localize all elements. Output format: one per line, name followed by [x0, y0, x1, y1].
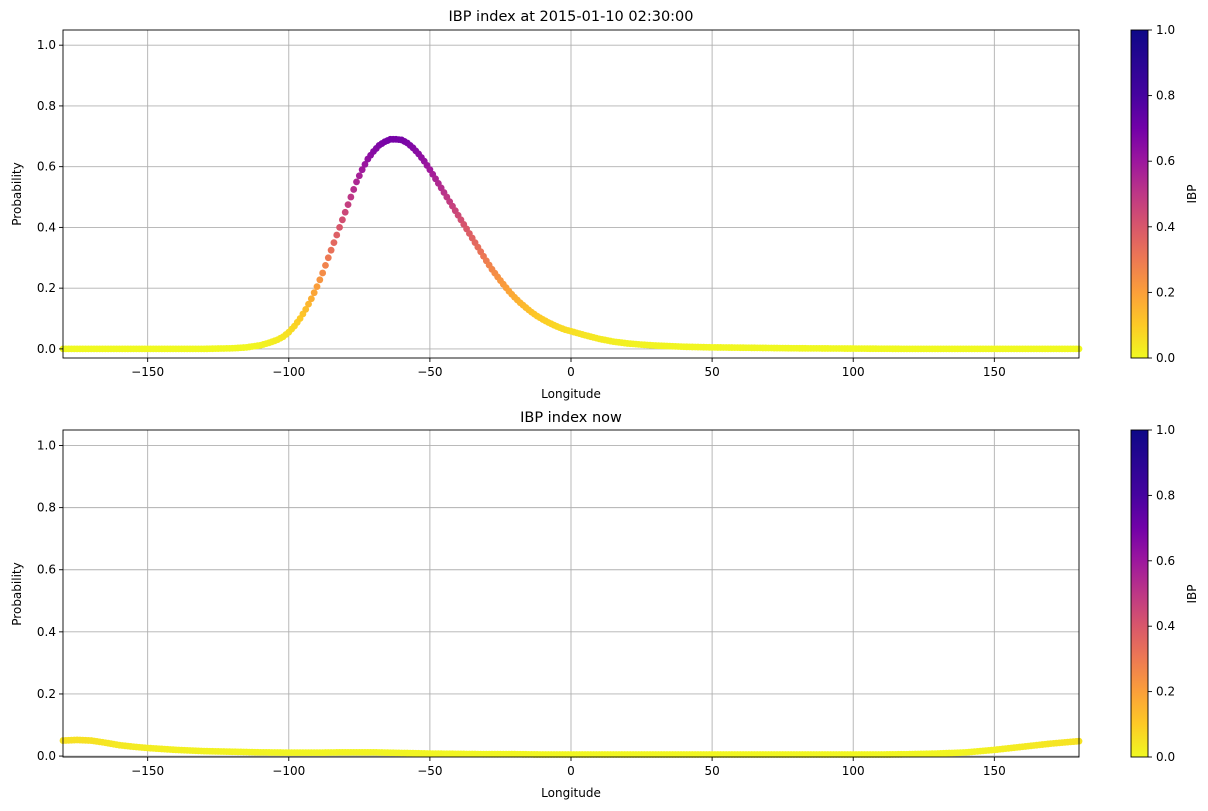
colorbar-tick-label: 0.8 [1156, 89, 1175, 103]
colorbar-tick-label: 0.4 [1156, 619, 1175, 633]
x-axis-ticks: −150 −100 −50 0 50 100 150 [131, 757, 1006, 778]
scatter-point [358, 166, 366, 174]
colorbar-tick-label: 0.0 [1156, 750, 1175, 764]
x-tick-label: −100 [272, 365, 305, 379]
y-tick-label: 0.0 [37, 342, 56, 356]
y-tick-label: 1.0 [37, 439, 56, 453]
colorbar-gradient [1130, 29, 1149, 359]
scatter-point [324, 254, 332, 262]
y-tick-label: 0.4 [37, 625, 56, 639]
scatter-point [307, 295, 315, 303]
scatter-point [355, 172, 363, 180]
y-tick-label: 0.2 [37, 687, 56, 701]
colorbar-tick-label: 0.6 [1156, 154, 1175, 168]
x-tick-label: −150 [131, 365, 164, 379]
colorbar-tick-label: 0.2 [1156, 685, 1175, 699]
scatter-point [344, 201, 352, 209]
y-tick-label: 0.8 [37, 99, 56, 113]
y-tick-label: 0.0 [37, 749, 56, 763]
y-axis-ticks: 0.0 0.2 0.4 0.6 0.8 1.0 [37, 38, 63, 356]
grid-lines [63, 430, 1079, 757]
colorbar: 0.0 0.2 0.4 0.6 0.8 1.0 IBP [1130, 423, 1199, 764]
data-points [59, 736, 1083, 758]
chart-panel-top: IBP index at 2015-01-10 02:30:00 −150 −10… [10, 9, 1199, 401]
scatter-point [347, 193, 355, 201]
colorbar-tick-label: 0.8 [1156, 488, 1175, 502]
scatter-point [319, 269, 327, 277]
scatter-point [361, 160, 369, 168]
colorbar-label: IBP [1185, 584, 1199, 603]
scatter-point [353, 178, 360, 186]
x-tick-label: 150 [983, 365, 1006, 379]
y-tick-label: 0.8 [37, 501, 56, 515]
scatter-point [310, 289, 318, 297]
scatter-point [350, 186, 358, 193]
y-tick-label: 0.6 [37, 160, 56, 174]
colorbar: 0.0 0.2 0.4 0.6 0.8 1.0 IBP [1130, 23, 1199, 365]
chart-title: IBP index now [520, 410, 622, 426]
y-axis-label: Probability [10, 162, 24, 225]
scatter-point [316, 276, 324, 284]
scatter-point [330, 239, 338, 246]
scatter-point [341, 208, 349, 216]
x-tick-label: −150 [131, 764, 164, 778]
scatter-point [322, 261, 329, 269]
x-tick-label: −100 [272, 764, 305, 778]
scatter-point [313, 283, 321, 291]
scatter-point [333, 231, 341, 239]
x-tick-label: −50 [417, 365, 442, 379]
colorbar-label: IBP [1185, 184, 1199, 203]
x-axis-label: Longitude [541, 387, 601, 401]
chart-title: IBP index at 2015-01-10 02:30:00 [448, 9, 693, 25]
y-tick-label: 1.0 [37, 38, 56, 52]
colorbar-tick-label: 0.6 [1156, 554, 1175, 568]
data-points [59, 135, 1083, 353]
scatter-point [302, 306, 310, 313]
colorbar-ticks: 0.0 0.2 0.4 0.6 0.8 1.0 [1148, 23, 1175, 365]
x-tick-label: 50 [704, 365, 719, 379]
y-axis-label: Probability [10, 562, 24, 625]
colorbar-gradient [1130, 429, 1149, 758]
x-tick-label: −50 [417, 764, 442, 778]
scatter-point [305, 300, 312, 308]
x-tick-label: 100 [842, 365, 865, 379]
colorbar-tick-label: 0.0 [1156, 351, 1175, 365]
x-tick-label: 50 [704, 764, 719, 778]
x-tick-label: 0 [567, 764, 575, 778]
colorbar-ticks: 0.0 0.2 0.4 0.6 0.8 1.0 [1148, 423, 1175, 764]
colorbar-tick-label: 1.0 [1156, 423, 1175, 437]
y-tick-label: 0.4 [37, 220, 56, 234]
colorbar-tick-label: 0.4 [1156, 220, 1175, 234]
y-tick-label: 0.6 [37, 563, 56, 577]
x-tick-label: 150 [983, 764, 1006, 778]
chart-panel-bottom: IBP index now −150 −100 −50 0 50 100 150 0.00.… [10, 410, 1199, 800]
x-tick-label: 100 [842, 764, 865, 778]
x-axis-label: Longitude [541, 786, 601, 800]
y-axis-ticks: 0.0 0.2 0.4 0.6 0.8 1.0 [37, 439, 63, 763]
colorbar-tick-label: 1.0 [1156, 23, 1175, 37]
x-tick-label: 0 [567, 365, 575, 379]
x-axis-ticks: −150 −100 −50 0 50 100 150 [131, 358, 1006, 379]
scatter-point [327, 246, 335, 254]
scatter-point [336, 224, 343, 231]
scatter-point [339, 216, 346, 224]
y-tick-label: 0.2 [37, 281, 56, 295]
colorbar-tick-label: 0.2 [1156, 285, 1175, 299]
grid-lines [63, 30, 1079, 358]
